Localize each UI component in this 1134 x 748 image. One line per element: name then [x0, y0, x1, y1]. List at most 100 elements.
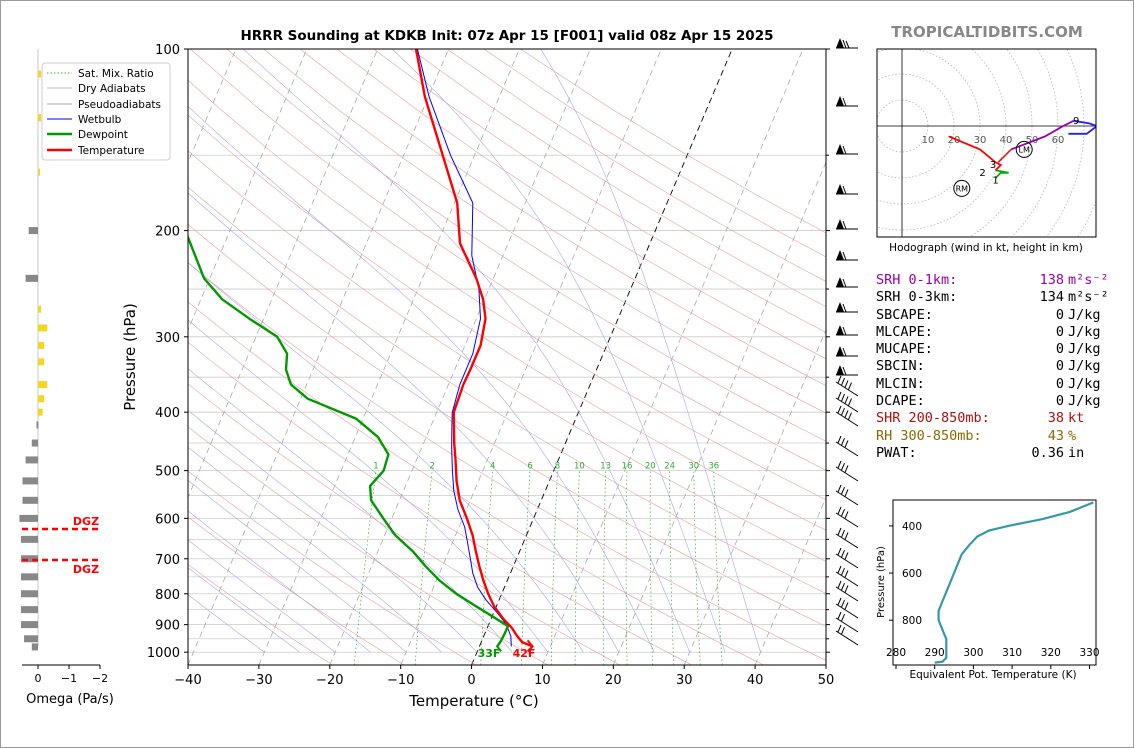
stats-label: SBCAPE: [876, 306, 933, 323]
stats-unit: J/kg [1068, 341, 1101, 358]
barb-staff [835, 397, 859, 413]
y-tick-label: 900 [155, 619, 180, 634]
barb-feather [837, 624, 842, 633]
theta-e-x-tick-label: 330 [1079, 647, 1099, 659]
hodograph-segment [1068, 119, 1096, 135]
mixing-ratio-label: 1 [373, 462, 378, 472]
barb-feather [841, 487, 845, 495]
stats-row: MUCAPE: 0 J/kg [876, 341, 1116, 358]
stats-label: SRH 0-1km: [876, 272, 958, 288]
barb-staff [835, 381, 859, 397]
dry-adiabat [188, 223, 826, 627]
barb-feather [842, 347, 847, 357]
mixing-ratio-line [713, 470, 723, 665]
barb-feather [837, 565, 842, 574]
y-tick-label: 100 [155, 43, 180, 58]
barb-staff [835, 512, 859, 528]
stats-unit: J/kg [1068, 323, 1101, 340]
barb-feather [844, 410, 849, 418]
x-tick-label: 40 [747, 673, 764, 688]
barb-feather [837, 580, 842, 589]
theta-e-trace [934, 501, 1094, 664]
omega-bar [22, 477, 38, 485]
barb-feather [842, 145, 847, 155]
y-tick-label: 600 [155, 512, 180, 527]
barb-feather [837, 435, 842, 444]
skewt-frame [187, 48, 827, 666]
stats-unit: m²s⁻² [1068, 289, 1109, 306]
mixing-ratio-label: 13 [600, 462, 611, 472]
wind-barbs [835, 38, 859, 646]
barb-staff [835, 603, 859, 619]
mixing-ratio-label: 36 [708, 462, 719, 472]
wind-barb [836, 38, 858, 49]
moist-adiabat [540, 49, 761, 653]
y-tick-label: 800 [155, 588, 180, 603]
hodograph-ring-label: 60 [1052, 135, 1065, 146]
legend-label-dewpoint: Dewpoint [78, 129, 128, 141]
stats-label: SBCIN: [876, 358, 925, 375]
barb-feather [837, 506, 842, 515]
barb-pennant [836, 325, 844, 335]
barb-staff [835, 490, 859, 506]
barb-feather [842, 326, 847, 336]
hodograph-height-label: 3 [990, 160, 996, 171]
mixing-ratio-label: 16 [622, 462, 633, 472]
stats-row: RH 300-850mb: 43% [876, 428, 1116, 445]
moist-adiabat [188, 479, 407, 653]
moist-adiabat [188, 567, 300, 653]
hodograph-height-label: 9 [1073, 116, 1079, 127]
stats-value: 138 [1039, 272, 1064, 288]
surface-dewpoint-label: 33F [478, 647, 501, 660]
x-tick-label: 0 [467, 673, 475, 688]
omega-bar [38, 114, 42, 122]
stats-table: SRH 0-1km: 138 m²s⁻² SRH 0-3km: 134 m²s⁻² SBCA… [876, 272, 1116, 462]
skewt-y-label: Pressure (hPa) [121, 303, 139, 411]
barb-feather [841, 550, 845, 558]
stats-value: 0 [1055, 358, 1064, 375]
barb-feather [837, 547, 842, 556]
wind-barb [836, 277, 858, 288]
barb-pennant [836, 96, 844, 106]
stats-value: 0 [1055, 306, 1064, 323]
rm-label: RM [956, 184, 969, 193]
dry-adiabat [300, 49, 826, 386]
y-tick-label: 700 [155, 553, 180, 568]
omega-bar [38, 408, 43, 416]
barb-feather [844, 570, 849, 578]
mixing-ratio-label: 24 [664, 462, 675, 472]
mixing-ratio-label: 20 [645, 462, 656, 472]
omega-bar [36, 421, 39, 429]
legend-box [41, 62, 171, 161]
y-tick-label: 200 [155, 225, 180, 240]
omega-bar [38, 381, 48, 389]
x-tick-label: −30 [245, 673, 272, 688]
barb-feather [837, 484, 842, 493]
stats-label: PWAT: [876, 444, 917, 461]
temperature-trace [414, 49, 534, 648]
barb-pennant [836, 302, 844, 312]
dry-adiabat [188, 564, 333, 665]
mixing-ratio-line [353, 470, 377, 665]
barb-pennant [836, 365, 844, 375]
barb-feather [841, 583, 845, 591]
y-tick-label: 1000 [147, 646, 180, 661]
stats-label: SHR 200-850mb: [876, 410, 990, 427]
theta-e-y-tick-label: 400 [902, 521, 922, 533]
moist-adiabat [188, 409, 478, 653]
skewt-traces [188, 49, 534, 653]
stats-unit: J/kg [1068, 393, 1101, 410]
stats-row: SBCIN: 0 J/kg [876, 358, 1116, 375]
x-tick-label: 10 [534, 673, 551, 688]
barb-feather [841, 509, 845, 517]
isotherm-line [754, 496, 826, 665]
barb-staff [835, 630, 859, 646]
isotherm-line [188, 49, 449, 665]
dgz-top-label: DGZ [73, 515, 99, 528]
barb-feather [841, 438, 845, 446]
omega-bar [38, 395, 45, 403]
barb-feather [837, 375, 842, 384]
wind-barb [835, 611, 859, 633]
omega-tick-label: 0 [35, 672, 42, 685]
